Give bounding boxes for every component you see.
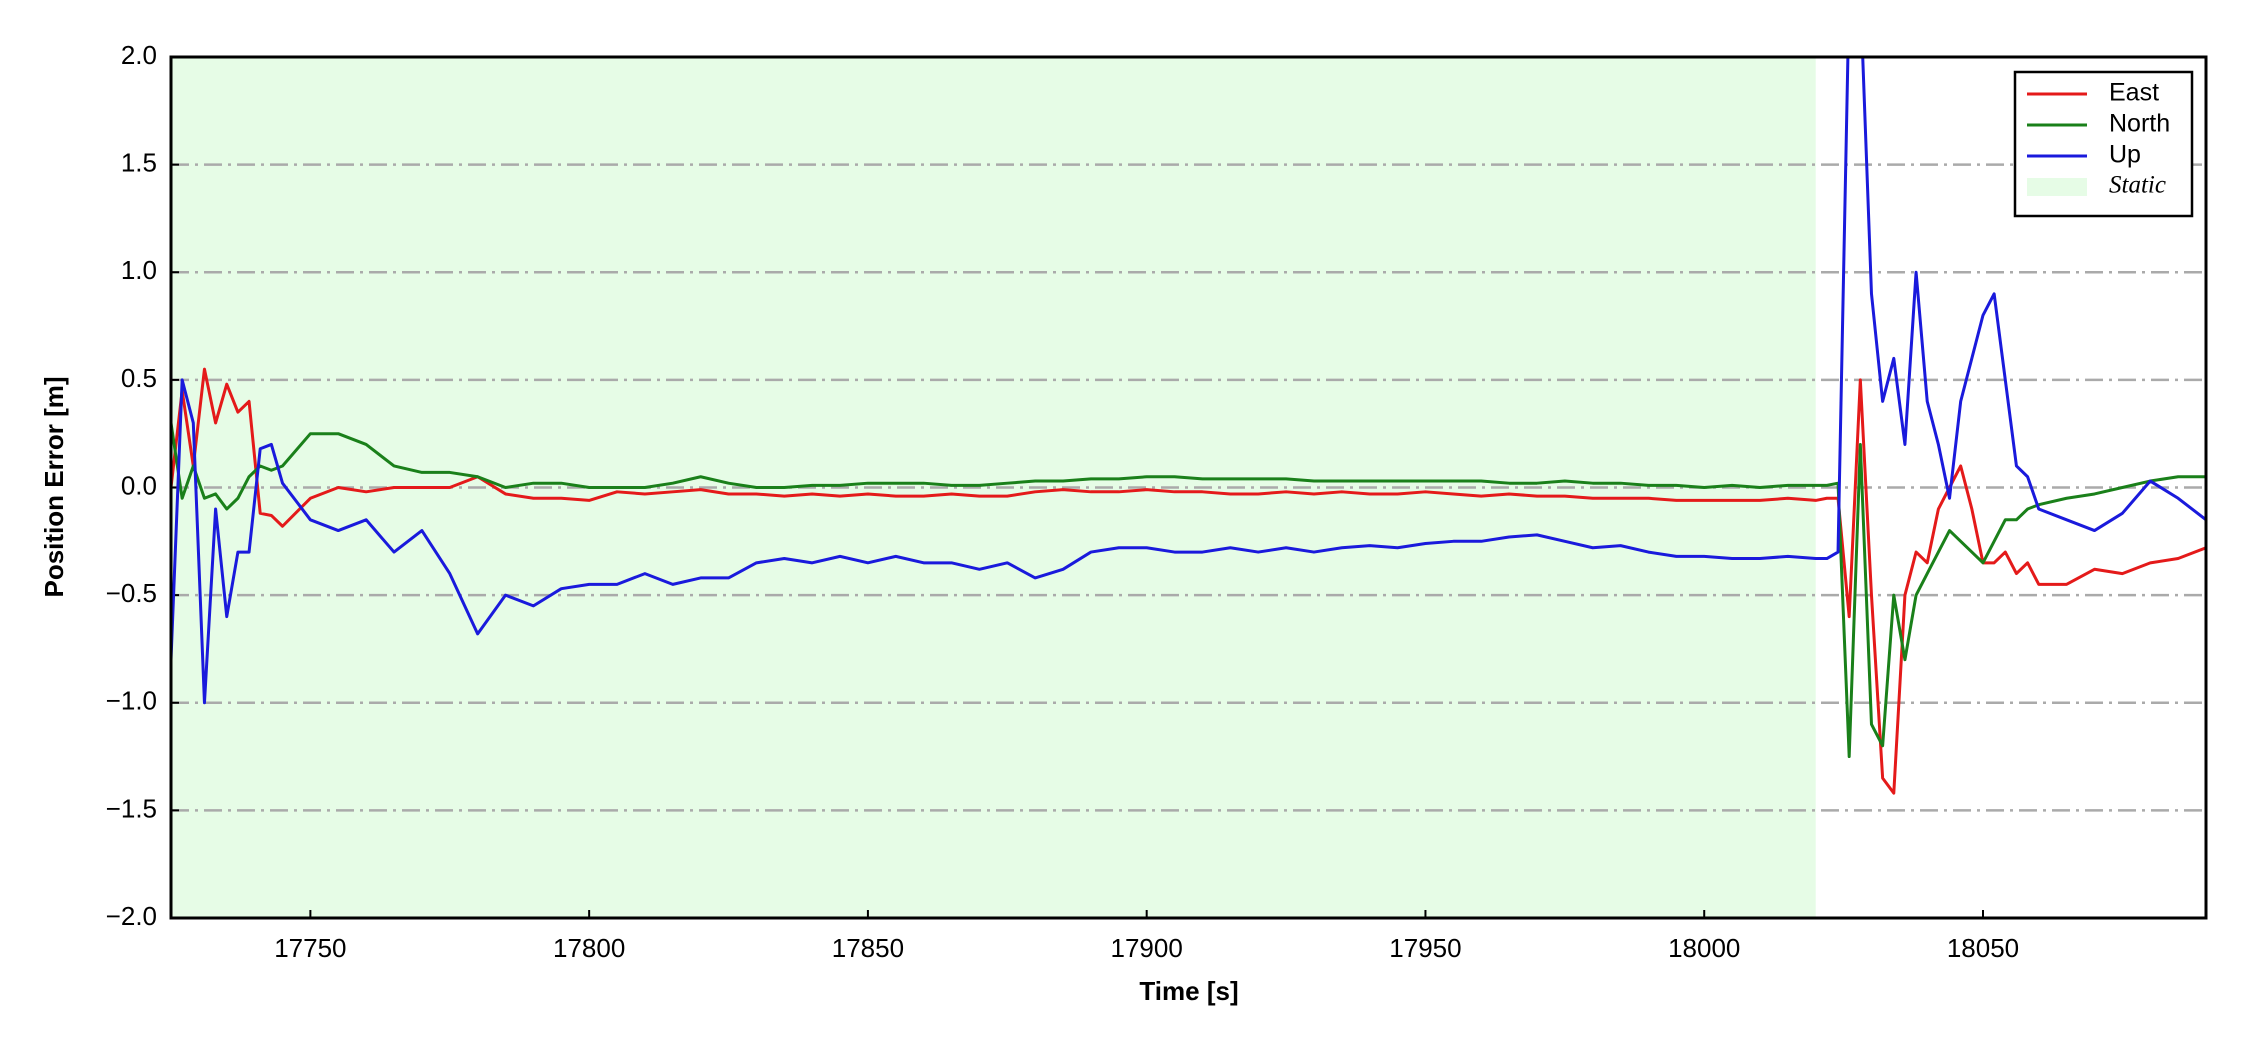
y-tick-label: −1.5 xyxy=(106,793,157,823)
x-axis-label: Time [s] xyxy=(1139,976,1238,1006)
x-tick-label: 18000 xyxy=(1668,933,1740,963)
y-tick-label: −0.5 xyxy=(106,578,157,608)
legend-label: East xyxy=(2109,79,2159,107)
y-tick-label: 0.0 xyxy=(121,470,157,500)
legend-swatch xyxy=(2027,178,2087,196)
y-tick-label: 1.5 xyxy=(121,148,157,178)
y-tick-label: 0.5 xyxy=(121,363,157,393)
series-line xyxy=(171,57,2206,705)
legend-label: North xyxy=(2109,110,2170,138)
y-tick-label: 1.0 xyxy=(121,255,157,285)
plot-frame xyxy=(169,55,2208,920)
y-tick-label: −1.0 xyxy=(106,686,157,716)
series-line xyxy=(171,367,2206,795)
legend-label: Static xyxy=(2109,172,2166,199)
x-tick-label: 17750 xyxy=(274,933,346,963)
y-axis-label: Position Error [m] xyxy=(39,376,69,597)
y-tick-label: 2.0 xyxy=(121,40,157,70)
x-tick-label: 17850 xyxy=(832,933,904,963)
x-tick-label: 17950 xyxy=(1389,933,1461,963)
x-tick-label: 17800 xyxy=(553,933,625,963)
y-tick-label: −2.0 xyxy=(106,901,157,931)
x-tick-label: 17900 xyxy=(1111,933,1183,963)
x-tick-label: 18050 xyxy=(1947,933,2019,963)
series-line xyxy=(171,422,2206,759)
plot-area xyxy=(171,57,2206,795)
legend-label: Up xyxy=(2109,141,2141,169)
